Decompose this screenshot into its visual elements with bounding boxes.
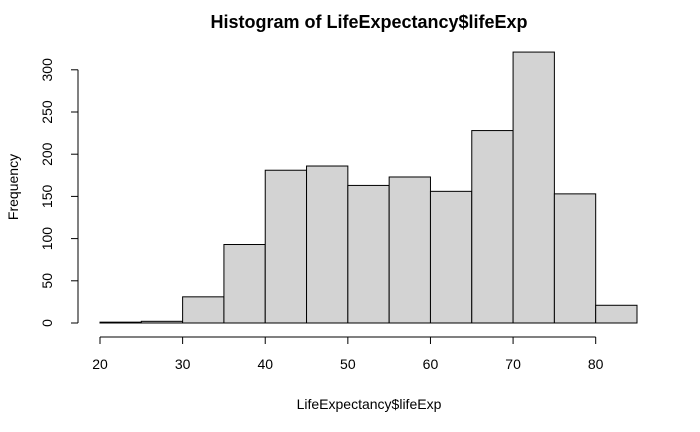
x-tick-label: 40 — [257, 356, 273, 372]
histogram-bar-30-35 — [182, 296, 225, 324]
x-tick-label: 60 — [423, 356, 439, 372]
y-tick-label: 250 — [39, 100, 55, 124]
histogram-bar-60-65 — [429, 190, 473, 324]
y-axis-label: Frequency — [5, 154, 21, 220]
histogram-bar-70-75 — [512, 51, 555, 324]
x-tick-label: 30 — [175, 356, 191, 372]
y-tick-label: 0 — [39, 319, 55, 327]
y-axis: 0 50 100 150 200 250 300 — [39, 58, 79, 327]
histogram-bar-80-85 — [595, 304, 638, 324]
histogram-bar-50-55 — [347, 184, 390, 324]
histogram-bar-75-80 — [553, 193, 597, 324]
chart-title: Histogram of LifeExpectancy$lifeExp — [210, 12, 527, 32]
y-tick-label: 100 — [39, 227, 55, 251]
x-tick-label: 80 — [588, 356, 604, 372]
bars-group — [99, 51, 638, 324]
histogram-bar-55-60 — [388, 176, 431, 324]
histogram-bar-65-70 — [471, 130, 514, 324]
x-axis-label: LifeExpectancy$lifeExp — [297, 396, 442, 412]
x-tick-label: 50 — [340, 356, 356, 372]
histogram-bar-25-30 — [140, 320, 184, 324]
x-tick-label: 20 — [92, 356, 108, 372]
y-tick-label: 150 — [39, 185, 55, 209]
histogram-bar-20-25 — [99, 321, 142, 324]
x-tick-label: 70 — [505, 356, 521, 372]
y-tick-label: 50 — [39, 273, 55, 289]
x-axis: 20 30 40 50 60 70 80 — [92, 336, 604, 372]
histogram-bar-35-40 — [223, 244, 266, 324]
y-tick-label: 200 — [39, 142, 55, 166]
histogram-bar-45-50 — [306, 165, 349, 324]
y-tick-label: 300 — [39, 58, 55, 82]
histogram-bar-40-45 — [264, 169, 308, 324]
